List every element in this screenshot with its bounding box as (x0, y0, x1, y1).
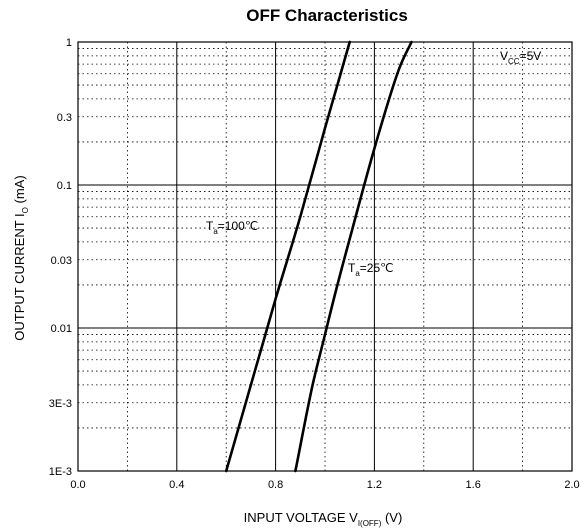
x-tick-label: 1.6 (466, 479, 481, 491)
y-tick-label: 3E-3 (49, 398, 72, 410)
x-tick-label: 0.0 (70, 479, 85, 491)
series-label-ta-25c-suffix: =25℃ (360, 261, 394, 275)
y-tick-label: 0.03 (51, 255, 72, 267)
y-axis-label-main: OUTPUT CURRENT (12, 217, 27, 341)
grid-lines (77, 42, 573, 471)
series-label-ta-100c-suffix: =100℃ (218, 219, 259, 233)
series-label-ta-100c: Ta=100℃ (206, 219, 258, 236)
y-tick-label: 0.01 (51, 323, 72, 335)
x-tick-label: 1.2 (367, 479, 382, 491)
y-axis-label-subscript: O (21, 207, 30, 213)
y-tick-label: 0.3 (57, 112, 72, 124)
x-tick-label: 0.8 (268, 479, 283, 491)
x-axis-label-main: INPUT VOLTAGE (244, 510, 349, 525)
chart-title: OFF Characteristics (246, 6, 408, 25)
series-lines (224, 40, 413, 473)
series-label-ta-25c-subscript: a (355, 269, 360, 278)
x-tick-label: 2.0 (564, 479, 579, 491)
y-tick-label: 1 (66, 37, 72, 49)
tick-labels: 0.0 0.4 0.8 1.2 1.6 2.0 1E-3 3E-3 0.01 0.03 0.1 0.3… (49, 37, 580, 491)
series-label-ta-25c: Ta=25℃ (348, 261, 394, 278)
series-label-ta-100c-symbol: T (206, 219, 214, 233)
series-line-ta-25c (294, 40, 413, 473)
vcc-annotation: VCC=5V (500, 49, 541, 66)
vcc-annotation-suffix: =5V (520, 49, 542, 63)
plot-frame (77, 41, 573, 472)
x-tick-label: 0.4 (169, 479, 184, 491)
x-axis-label-unit: (V) (381, 510, 402, 525)
x-axis-label: INPUT VOLTAGE VI(OFF) (V) (244, 510, 403, 528)
series-label-ta-100c-subscript: a (213, 227, 218, 236)
y-axis-label: OUTPUT CURRENT IO (mA) (12, 175, 30, 340)
y-tick-label: 1E-3 (49, 466, 72, 478)
vcc-annotation-subscript: CC (508, 57, 520, 66)
y-tick-label: 0.1 (57, 180, 72, 192)
y-axis-label-unit: (mA) (12, 175, 27, 207)
y-axis-label-symbol: I (12, 213, 27, 217)
vcc-annotation-symbol: V (500, 49, 508, 63)
series-line-ta-100c (224, 40, 351, 473)
x-axis-label-subscript: I(OFF) (358, 519, 382, 528)
x-axis-label-symbol: V (349, 510, 358, 525)
series-label-ta-25c-symbol: T (348, 261, 356, 275)
